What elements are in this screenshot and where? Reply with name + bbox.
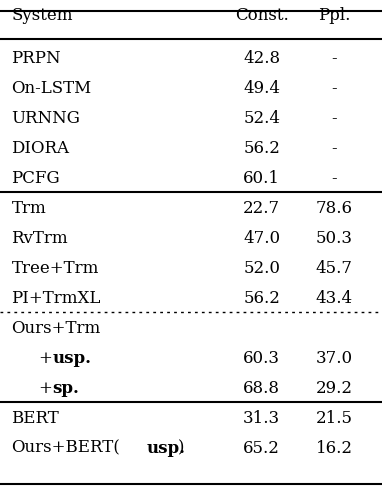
Text: DIORA: DIORA (11, 140, 70, 157)
Text: 16.2: 16.2 (316, 440, 353, 457)
Text: sp.: sp. (53, 380, 79, 397)
Text: 68.8: 68.8 (243, 380, 280, 397)
Text: -: - (332, 170, 337, 187)
Text: +: + (38, 380, 52, 397)
Text: +: + (38, 350, 52, 367)
Text: PCFG: PCFG (11, 170, 60, 187)
Text: 22.7: 22.7 (243, 200, 280, 217)
Text: RvTrm: RvTrm (11, 230, 68, 247)
Text: -: - (332, 140, 337, 157)
Text: 56.2: 56.2 (243, 140, 280, 157)
Text: Tree+Trm: Tree+Trm (11, 260, 99, 277)
Text: URNNG: URNNG (11, 110, 80, 127)
Text: 50.3: 50.3 (316, 230, 353, 247)
Text: 31.3: 31.3 (243, 410, 280, 427)
Text: 60.3: 60.3 (243, 350, 280, 367)
Text: usp.: usp. (147, 440, 186, 457)
Text: 60.1: 60.1 (243, 170, 280, 187)
Text: 78.6: 78.6 (316, 200, 353, 217)
Text: 52.0: 52.0 (243, 260, 280, 277)
Text: PI+TrmXL: PI+TrmXL (11, 290, 101, 307)
Text: 65.2: 65.2 (243, 440, 280, 457)
Text: On-LSTM: On-LSTM (11, 80, 92, 97)
Text: 21.5: 21.5 (316, 410, 353, 427)
Text: 43.4: 43.4 (316, 290, 353, 307)
Text: -: - (332, 80, 337, 97)
Text: -: - (332, 50, 337, 67)
Text: 56.2: 56.2 (243, 290, 280, 307)
Text: Trm: Trm (11, 200, 46, 217)
Text: 45.7: 45.7 (316, 260, 353, 277)
Text: PRPN: PRPN (11, 50, 61, 67)
Text: Ppl.: Ppl. (318, 7, 350, 24)
Text: 47.0: 47.0 (243, 230, 280, 247)
Text: 42.8: 42.8 (243, 50, 280, 67)
Text: 29.2: 29.2 (316, 380, 353, 397)
Text: Ours+Trm: Ours+Trm (11, 320, 101, 337)
Text: 49.4: 49.4 (243, 80, 280, 97)
Text: BERT: BERT (11, 410, 59, 427)
Text: Const.: Const. (235, 7, 288, 24)
Text: Ours+BERT(: Ours+BERT( (11, 440, 120, 457)
Text: 52.4: 52.4 (243, 110, 280, 127)
Text: usp.: usp. (53, 350, 92, 367)
Text: ): ) (178, 440, 184, 457)
Text: System: System (11, 7, 73, 24)
Text: -: - (332, 110, 337, 127)
Text: 37.0: 37.0 (316, 350, 353, 367)
